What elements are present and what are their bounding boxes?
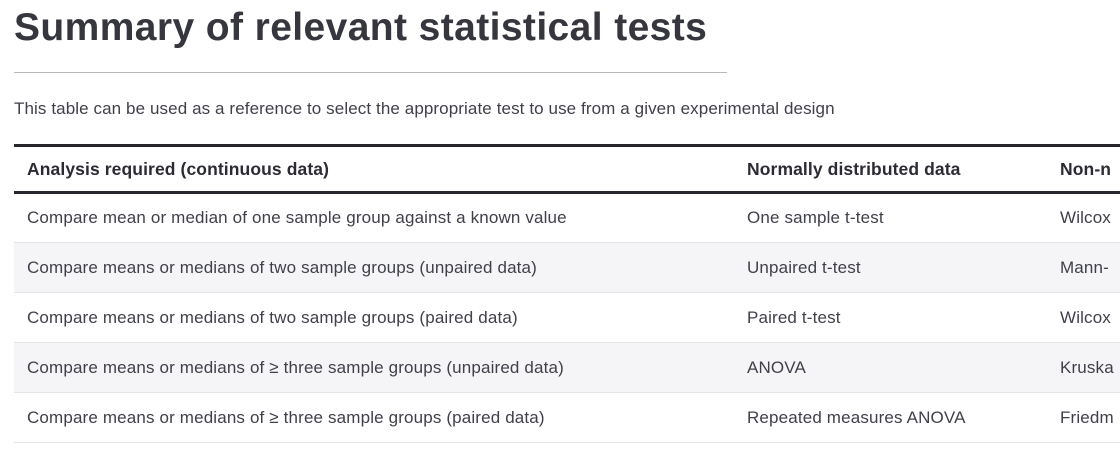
analysis-cell: Compare mean or median of one sample gro… xyxy=(14,192,734,244)
column-header-analysis-required: Analysis required (continuous data) xyxy=(14,144,734,195)
non-normal-test-cell: Kruska xyxy=(1047,342,1120,394)
table-row: Compare means or medians of ≥ three samp… xyxy=(14,392,1120,444)
table-row: Compare means or medians of two sample g… xyxy=(14,242,1120,294)
page-subtitle: This table can be used as a reference to… xyxy=(14,99,835,119)
table-row: Compare mean or median of one sample gro… xyxy=(14,192,1120,244)
normal-test-cell: Paired t-test xyxy=(734,292,1047,344)
normal-test-cell: Repeated measures ANOVA xyxy=(734,392,1047,444)
normal-test-cell: Unpaired t-test xyxy=(734,242,1047,294)
table-row: Compare means or medians of ≥ three samp… xyxy=(14,342,1120,394)
table-header-row: Analysis required (continuous data) Norm… xyxy=(14,144,1120,195)
title-divider xyxy=(14,72,727,74)
table-header: Analysis required (continuous data) Norm… xyxy=(14,144,1120,195)
column-header-non-normally-distributed: Non-n xyxy=(1047,144,1120,195)
statistical-tests-table: Analysis required (continuous data) Norm… xyxy=(14,144,1120,444)
analysis-cell: Compare means or medians of two sample g… xyxy=(14,242,734,294)
non-normal-test-cell: Friedm xyxy=(1047,392,1120,444)
non-normal-test-cell: Mann- xyxy=(1047,242,1120,294)
non-normal-test-cell: Wilcox xyxy=(1047,192,1120,244)
non-normal-test-cell: Wilcox xyxy=(1047,292,1120,344)
page-content: Summary of relevant statistical tests Th… xyxy=(14,6,1120,444)
analysis-cell: Compare means or medians of ≥ three samp… xyxy=(14,342,734,394)
table-row: Compare means or medians of two sample g… xyxy=(14,292,1120,344)
page-title: Summary of relevant statistical tests xyxy=(14,6,708,49)
normal-test-cell: One sample t-test xyxy=(734,192,1047,244)
table-body: Compare mean or median of one sample gro… xyxy=(14,192,1120,444)
analysis-cell: Compare means or medians of two sample g… xyxy=(14,292,734,344)
analysis-cell: Compare means or medians of ≥ three samp… xyxy=(14,392,734,444)
column-header-normally-distributed: Normally distributed data xyxy=(734,144,1047,195)
normal-test-cell: ANOVA xyxy=(734,342,1047,394)
